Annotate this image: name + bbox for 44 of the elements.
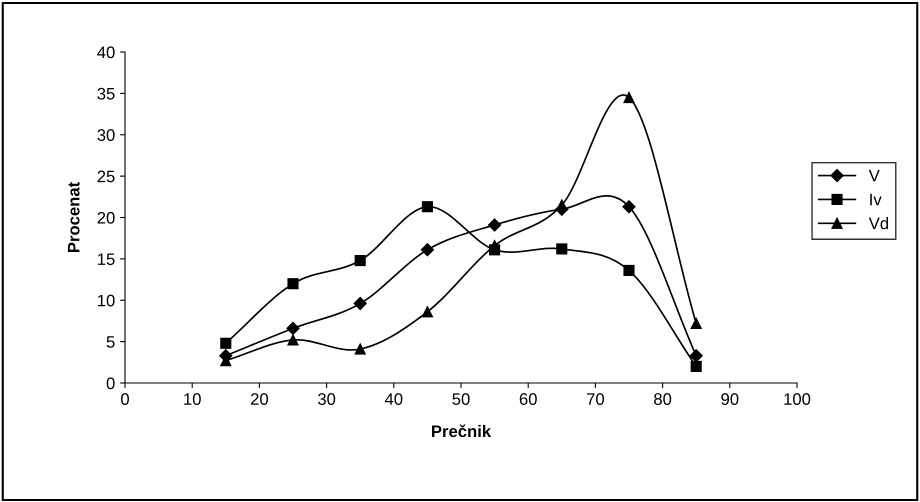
point bbox=[690, 360, 702, 372]
point bbox=[623, 92, 635, 104]
y-tick-label: 25 bbox=[98, 170, 115, 182]
y-tick-label: 30 bbox=[97, 129, 115, 141]
point bbox=[354, 296, 367, 310]
point bbox=[489, 244, 500, 256]
x-tick-label: 60 bbox=[520, 393, 537, 405]
point bbox=[488, 218, 502, 232]
point bbox=[287, 334, 299, 346]
y-tick-label: 35 bbox=[97, 88, 115, 100]
x-tick-label: 10 bbox=[184, 393, 201, 405]
legend-label: V bbox=[868, 170, 880, 182]
legend-label: Vd bbox=[868, 217, 888, 230]
y-tick-label: 15 bbox=[98, 253, 115, 266]
y-axis-title: Procenat bbox=[68, 182, 80, 252]
y-tick-label: 20 bbox=[98, 212, 115, 224]
point bbox=[354, 254, 366, 266]
point bbox=[422, 201, 433, 212]
point bbox=[420, 243, 434, 256]
x-tick-label: 0 bbox=[121, 393, 129, 405]
y-tick-label: 0 bbox=[106, 377, 115, 390]
point bbox=[422, 306, 433, 318]
x-tick-label: 40 bbox=[384, 393, 402, 405]
point bbox=[354, 344, 366, 355]
y-tick-label: 10 bbox=[98, 294, 115, 306]
point bbox=[623, 264, 635, 276]
y-tick-label: 5 bbox=[106, 336, 115, 348]
point bbox=[286, 322, 300, 335]
y-tick-label: 40 bbox=[97, 46, 115, 58]
x-tick-label: 50 bbox=[452, 393, 470, 405]
x-axis-title: Prečnik bbox=[432, 424, 492, 438]
x-tick-label: 30 bbox=[318, 393, 336, 405]
point bbox=[690, 318, 702, 329]
x-tick-label: 80 bbox=[654, 393, 672, 405]
point bbox=[622, 200, 636, 214]
point bbox=[287, 278, 299, 290]
point bbox=[556, 243, 568, 254]
legend-label: Iv bbox=[870, 194, 882, 206]
x-tick-label: 100 bbox=[784, 393, 810, 405]
x-tick-label: 70 bbox=[586, 393, 604, 405]
point bbox=[220, 338, 232, 349]
point bbox=[690, 349, 703, 362]
x-tick-label: 20 bbox=[250, 393, 268, 405]
x-tick-label: 90 bbox=[721, 393, 738, 405]
